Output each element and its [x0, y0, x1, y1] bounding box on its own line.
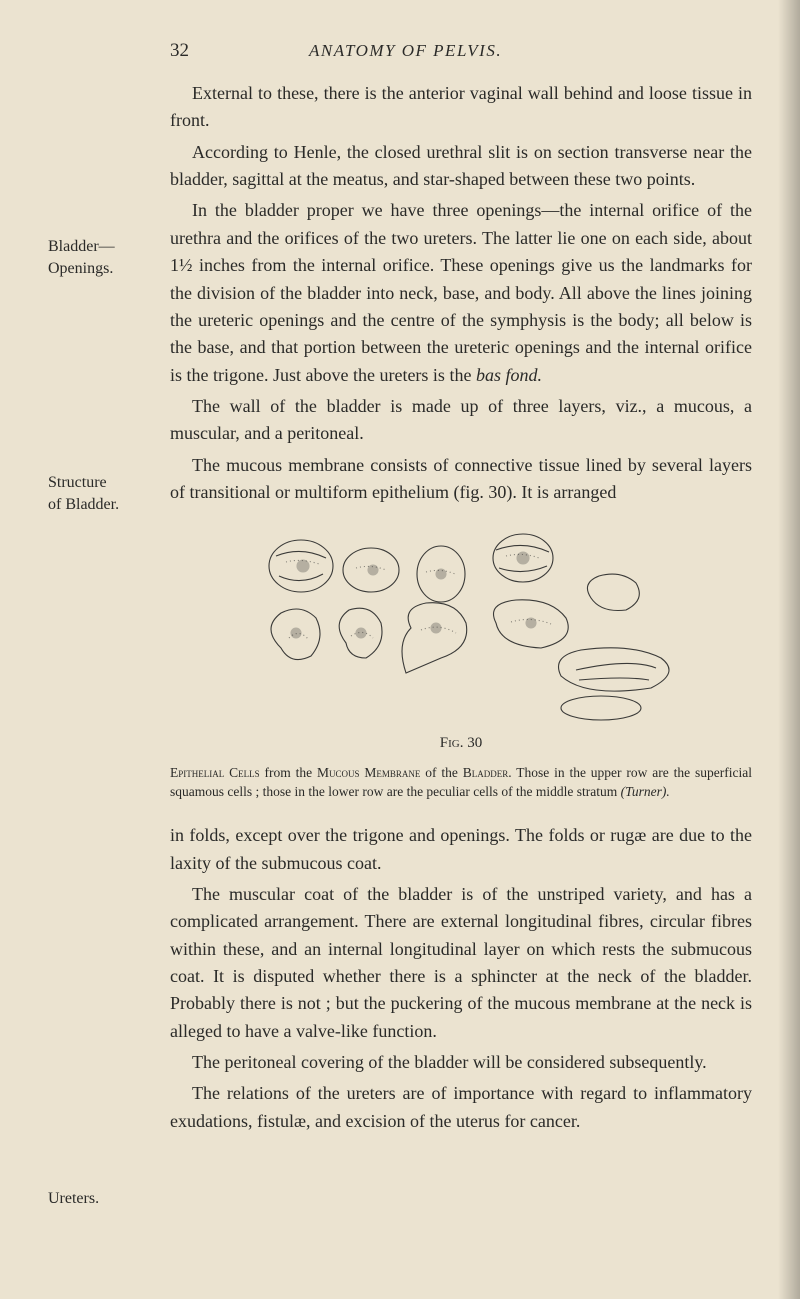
fig-desc-ital: (Turner). — [621, 784, 670, 799]
page-container: 32 ANATOMY OF PELVIS. External to these,… — [0, 0, 800, 1179]
fig-desc-sc3: Bladder — [463, 765, 509, 780]
margin-note-bladder: Bladder—Openings. — [48, 236, 160, 279]
epithelial-cells-illustration — [231, 528, 691, 723]
para-4: The wall of the bladder is made up of th… — [170, 393, 752, 448]
fig-desc-m1: from the — [260, 765, 317, 780]
fig-label: Fig. 30 — [440, 735, 482, 751]
fig-desc-m2: of the — [420, 765, 462, 780]
margin-note-structure: Structureof Bladder. — [48, 472, 160, 515]
header-row: 32 ANATOMY OF PELVIS. — [170, 40, 752, 62]
para-2: According to Henle, the closed urethral … — [170, 139, 752, 194]
para-8: The peritoneal covering of the bladder w… — [170, 1049, 752, 1076]
para-9: The relations of the ureters are of impo… — [170, 1080, 752, 1135]
para-3-text: In the bladder proper we have three open… — [170, 200, 752, 384]
figure-description: Epithelial Cells from the Mucous Membran… — [170, 764, 752, 802]
margin-note-ureters: Ureters. — [48, 1188, 160, 1210]
para-7: The muscular coat of the bladder is of t… — [170, 881, 752, 1045]
figure-caption: Fig. 30 — [170, 735, 752, 752]
fig-desc-sc1: Epithelial Cells — [170, 765, 260, 780]
fig-desc-sc2: Mucous Membrane — [317, 765, 420, 780]
page-shadow — [778, 0, 800, 1299]
body-text-lower: in folds, except over the trigone and op… — [170, 822, 752, 1135]
figure-area — [170, 528, 752, 723]
para-6: in folds, except over the trigone and op… — [170, 822, 752, 877]
bas-fond: bas fond. — [476, 365, 542, 385]
para-3: In the bladder proper we have three open… — [170, 197, 752, 389]
running-title: ANATOMY OF PELVIS. — [309, 41, 502, 61]
body-text-upper: External to these, there is the anterior… — [170, 80, 752, 506]
para-1: External to these, there is the anterior… — [170, 80, 752, 135]
page-number: 32 — [170, 40, 189, 62]
para-5: The mucous membrane consists of connecti… — [170, 452, 752, 507]
